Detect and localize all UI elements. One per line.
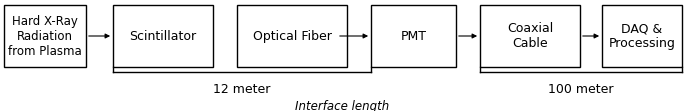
Text: DAQ &
Processing: DAQ & Processing	[608, 22, 675, 50]
Text: Coaxial
Cable: Coaxial Cable	[507, 22, 553, 50]
Bar	[113, 5, 213, 67]
Text: 12 meter: 12 meter	[213, 83, 271, 96]
Bar	[480, 5, 580, 67]
Text: Scintillator: Scintillator	[129, 30, 197, 43]
Text: Optical Fiber: Optical Fiber	[253, 30, 332, 43]
Bar	[602, 5, 682, 67]
Bar	[237, 5, 347, 67]
Bar	[371, 5, 456, 67]
Text: PMT: PMT	[401, 30, 427, 43]
Text: Interface length: Interface length	[295, 100, 389, 111]
Text: Hard X-Ray
Radiation
from Plasma: Hard X-Ray Radiation from Plasma	[8, 15, 82, 57]
Text: 100 meter: 100 meter	[548, 83, 614, 96]
Bar	[4, 5, 86, 67]
